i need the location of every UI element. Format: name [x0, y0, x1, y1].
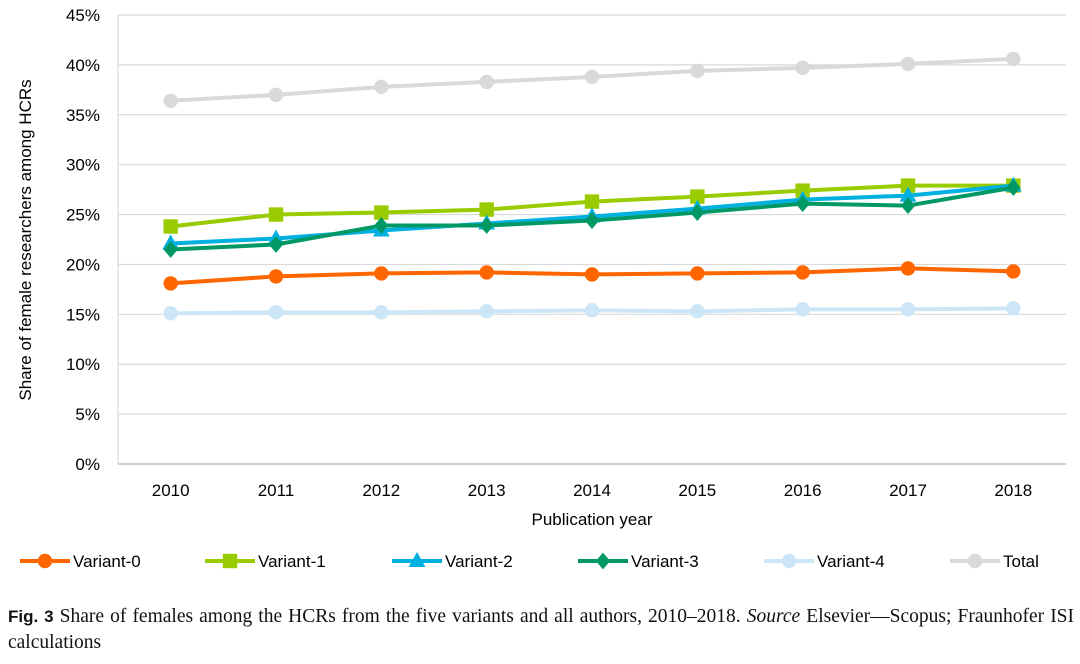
data-point	[584, 267, 600, 282]
y-axis-title: Share of female researchers among HCRs	[16, 79, 35, 400]
x-tick-label: 2011	[258, 481, 295, 500]
series-variant-0	[163, 261, 1021, 291]
data-point	[479, 217, 494, 234]
data-point	[479, 304, 494, 319]
y-tick-label: 25%	[66, 206, 100, 225]
series-total	[163, 51, 1021, 109]
data-point	[690, 63, 705, 79]
data-point	[268, 207, 284, 222]
legend-label: Variant-3	[631, 552, 699, 571]
data-point	[479, 74, 494, 90]
data-point	[795, 302, 810, 317]
series-variant-3	[163, 179, 1021, 258]
data-point	[1006, 179, 1021, 197]
data-point	[374, 217, 389, 234]
y-tick-label: 35%	[66, 106, 100, 125]
data-point	[479, 265, 494, 280]
legend-label: Total	[1003, 552, 1039, 571]
y-tick-label: 20%	[66, 255, 100, 274]
x-tick-labels: 2010 2011 2012 2013 2014 2015 2016 2017 2018	[152, 481, 1032, 500]
x-tick-label: 2015	[678, 481, 716, 500]
data-point	[374, 305, 389, 320]
legend-item: Variant-4	[764, 552, 885, 571]
data-point	[795, 60, 810, 76]
series-lines	[162, 51, 1022, 321]
x-tick-label: 2010	[152, 481, 190, 500]
data-point	[899, 186, 917, 202]
legend-item: Variant-1	[205, 552, 326, 571]
x-tick-label: 2014	[573, 481, 611, 500]
data-point	[374, 205, 389, 220]
y-tick-label: 45%	[66, 6, 100, 25]
caption-source-text: Elsevier—Scopus; Fraunhofer ISI calculat…	[8, 606, 1075, 653]
figure-caption: Fig. 3 Share of females among the HCRs f…	[8, 604, 1074, 656]
data-point	[900, 302, 916, 317]
data-point	[163, 276, 178, 291]
data-point	[900, 261, 916, 276]
data-point	[479, 202, 494, 217]
data-point	[690, 204, 705, 221]
legend-item: Variant-0	[20, 552, 141, 571]
caption-text: Share of females among the HCRs from the…	[59, 606, 741, 627]
legend-label: Variant-1	[258, 552, 326, 571]
data-point	[900, 178, 916, 193]
data-point	[1006, 301, 1021, 316]
x-tick-label: 2012	[362, 481, 400, 500]
data-point	[795, 265, 810, 280]
line-chart: 0%5%10%15%20%25%30%35%40%45% 2010 2011 201…	[16, 6, 1066, 571]
x-tick-label: 2018	[994, 481, 1032, 500]
y-tick-label: 0%	[75, 455, 100, 474]
legend-label: Variant-4	[817, 552, 885, 571]
data-point	[584, 194, 600, 209]
x-tick-label: 2016	[784, 481, 822, 500]
legend-swatch-marker	[595, 552, 611, 570]
data-point	[690, 266, 705, 281]
x-axis-title: Publication year	[532, 510, 653, 529]
legend-swatch-marker	[408, 552, 426, 567]
data-point	[374, 79, 389, 95]
y-tick-label: 40%	[66, 56, 100, 75]
data-point	[163, 241, 178, 258]
data-point	[268, 87, 284, 103]
legend-swatch-marker	[222, 553, 238, 569]
data-point	[584, 212, 600, 229]
data-point	[268, 236, 284, 253]
data-point	[163, 306, 178, 321]
y-tick-label: 10%	[66, 355, 100, 374]
x-tick-label: 2017	[889, 481, 927, 500]
y-tick-label: 15%	[66, 305, 100, 324]
legend-item: Variant-2	[392, 552, 513, 571]
data-point	[795, 195, 810, 212]
data-point	[163, 93, 178, 109]
data-point	[584, 69, 600, 85]
legend-item: Total	[950, 552, 1039, 571]
data-point	[1006, 51, 1021, 67]
data-point	[268, 305, 284, 320]
legend-item: Variant-3	[578, 552, 699, 571]
data-point	[374, 266, 389, 281]
legend-label: Variant-2	[445, 552, 513, 571]
legend-swatch-marker	[967, 553, 983, 569]
data-point	[900, 56, 916, 72]
legend-swatch-marker	[781, 553, 797, 569]
x-tick-label: 2013	[468, 481, 506, 500]
data-point	[690, 304, 705, 319]
caption-source-word: Source	[746, 606, 801, 627]
legend-swatch-marker	[37, 553, 53, 569]
y-tick-label: 5%	[75, 405, 100, 424]
y-tick-labels: 0% 5% 10% 15% 20% 25% 30% 35% 40% 45%	[66, 6, 100, 474]
data-point	[900, 197, 916, 214]
series-variant-4	[163, 301, 1021, 321]
data-point	[1006, 264, 1021, 279]
legend-label: Variant-0	[73, 552, 141, 571]
legend: Variant-0 Variant-1 Variant-2 Variant-3 Vari…	[20, 552, 1039, 571]
data-point	[268, 269, 284, 284]
figure-label: Fig. 3	[8, 607, 54, 626]
data-point	[584, 303, 600, 318]
data-point	[163, 219, 178, 234]
data-point	[690, 189, 705, 204]
series-variant-1	[163, 178, 1021, 234]
y-tick-label: 30%	[66, 156, 100, 175]
